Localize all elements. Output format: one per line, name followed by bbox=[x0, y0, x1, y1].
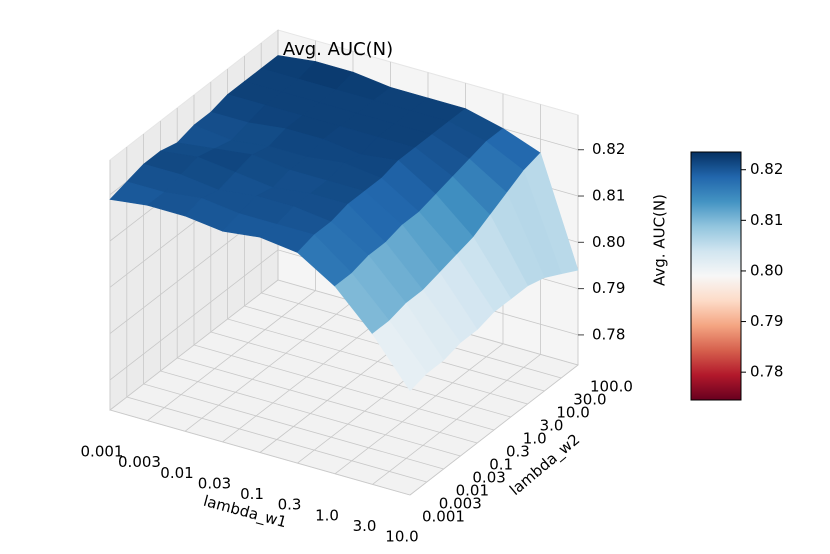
x-tick-label: 0.01 bbox=[160, 464, 193, 482]
y-tick-label: 0.01 bbox=[456, 482, 489, 500]
surface-patch bbox=[372, 320, 428, 392]
surface bbox=[109, 55, 579, 392]
grid-line bbox=[109, 160, 411, 496]
colorbar bbox=[690, 151, 742, 401]
y-tick-label: 0.001 bbox=[422, 508, 465, 526]
x-tick-label: 0.001 bbox=[81, 443, 124, 461]
colorbar-tick-label: 0.80 bbox=[750, 261, 783, 279]
chart-title: Avg. AUC(N) bbox=[283, 39, 393, 60]
colorbar-tick-label: 0.81 bbox=[750, 211, 783, 229]
grid-line bbox=[143, 134, 444, 470]
z-tick-label: 0.81 bbox=[592, 187, 625, 205]
x-tick-label: 3.0 bbox=[353, 517, 377, 535]
colorbar-tick-label: 0.82 bbox=[750, 160, 783, 178]
grid-line bbox=[126, 147, 427, 483]
x-tick-label: 0.1 bbox=[240, 485, 264, 503]
z-tick-label: 0.80 bbox=[592, 233, 625, 251]
labels: 0.0010.0030.010.030.10.31.03.010.00.0010… bbox=[81, 140, 784, 545]
z-tick-label: 0.79 bbox=[592, 279, 625, 297]
y-tick-label: 0.03 bbox=[472, 469, 505, 487]
x-tick-label: 0.03 bbox=[198, 474, 231, 492]
y-tick-label: 10.0 bbox=[556, 404, 589, 422]
colorbar-tick-label: 0.79 bbox=[750, 312, 783, 330]
x-tick-label: 1.0 bbox=[315, 506, 339, 524]
y-tick-label: 0.003 bbox=[439, 495, 482, 513]
y-tick-label: 3.0 bbox=[540, 417, 564, 435]
colorbar-tick-label: 0.78 bbox=[750, 363, 783, 381]
z-axis-label: Avg. AUC(N) bbox=[651, 194, 669, 286]
z-tick-label: 0.78 bbox=[592, 325, 625, 343]
y-tick-label: 0.1 bbox=[489, 456, 513, 474]
x-tick-label: 10.0 bbox=[385, 528, 418, 546]
x-tick-label: 0.003 bbox=[118, 453, 161, 471]
y-tick-label: 0.3 bbox=[506, 443, 530, 461]
x-tick-label: 0.3 bbox=[278, 496, 302, 514]
y-tick-label: 30.0 bbox=[573, 391, 606, 409]
z-tick-label: 0.82 bbox=[592, 140, 625, 158]
y-tick-label: 100.0 bbox=[590, 378, 633, 396]
y-tick-label: 1.0 bbox=[523, 430, 547, 448]
